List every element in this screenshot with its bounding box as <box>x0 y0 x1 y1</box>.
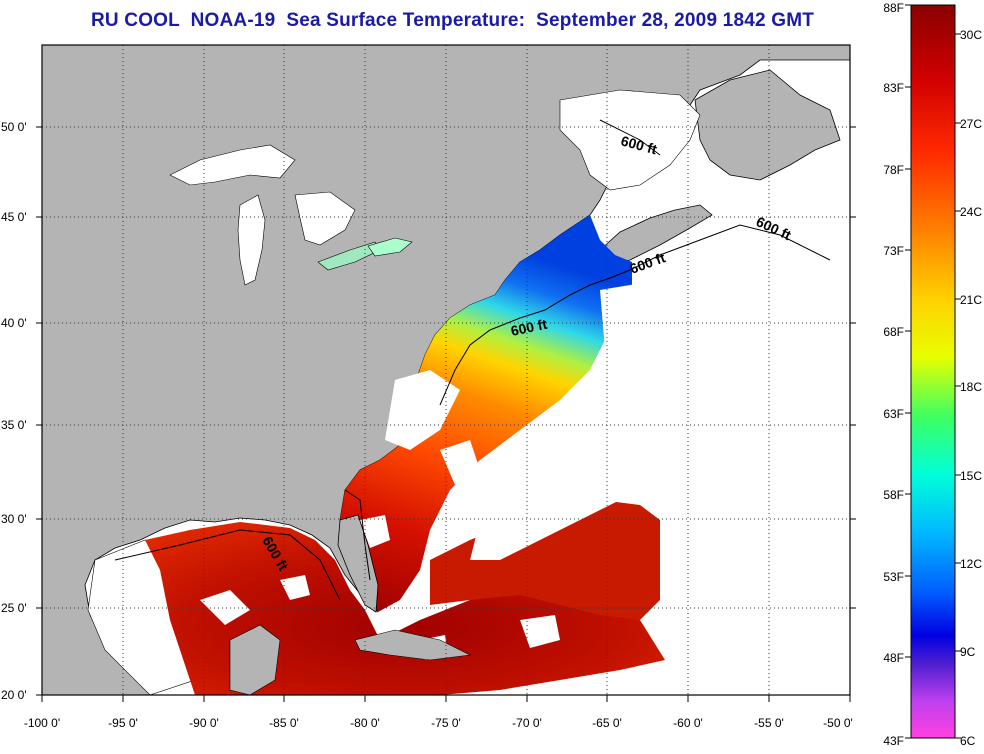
colorbar-c-label: 9C <box>960 645 976 659</box>
atlantic-sst <box>340 215 632 612</box>
colorbar-c-label: 21C <box>960 293 982 307</box>
colorbar <box>910 4 956 739</box>
colorbar-c-label: 6C <box>960 734 976 748</box>
y-tick-label: 50 0' <box>1 120 27 134</box>
colorbar-f-label: 63F <box>883 407 904 421</box>
x-tick-label: -65 0' <box>592 716 622 730</box>
gulf-st-lawrence <box>559 89 701 191</box>
colorbar-f-label: 68F <box>883 325 904 339</box>
contour-lines <box>114 119 831 601</box>
x-tick-label: -50 0' <box>823 716 853 730</box>
contour-label: 600 ft <box>509 316 548 339</box>
x-tick-label: -100 0' <box>24 716 60 730</box>
land-newfoundland <box>694 69 841 181</box>
y-tick-label: 30 0' <box>1 512 27 526</box>
colorbar-c-label: 30C <box>960 28 982 42</box>
y-tick-label: 35 0' <box>1 418 27 432</box>
colorbar-c-label: 27C <box>960 117 982 131</box>
y-tick-label: 45 0' <box>1 210 27 224</box>
x-tick-label: -55 0' <box>754 716 784 730</box>
graticule <box>42 45 850 695</box>
y-axis <box>36 126 856 696</box>
y-tick-label: 40 0' <box>1 316 27 330</box>
colorbar-f-label: 48F <box>883 651 904 665</box>
land-cuba <box>354 629 472 661</box>
x-tick-label: -75 0' <box>431 716 461 730</box>
x-tick-label: -80 0' <box>350 716 380 730</box>
colorbar-f-label: 53F <box>883 570 904 584</box>
x-tick-label: -60 0' <box>673 716 703 730</box>
lake-superior <box>169 144 296 186</box>
x-tick-label: -95 0' <box>108 716 138 730</box>
colorbar-f-label: 88F <box>883 1 904 15</box>
land-yucatan <box>229 624 281 695</box>
colorbar-c-label: 18C <box>960 380 982 394</box>
colorbar-f-label: 58F <box>883 488 904 502</box>
atlantic-sst-south <box>430 500 660 620</box>
x-tick-label: -90 0' <box>189 716 219 730</box>
land-florida <box>337 514 379 613</box>
y-tick-label: 20 0' <box>1 688 27 702</box>
x-axis <box>41 695 851 702</box>
x-tick-label: -85 0' <box>269 716 299 730</box>
colorbar-c-label: 12C <box>960 557 982 571</box>
colorbar-ticks <box>905 4 961 739</box>
colorbar-c-label: 15C <box>960 469 982 483</box>
map-title: RU COOL NOAA-19 Sea Surface Temperature:… <box>90 10 815 31</box>
colorbar-f-label: 73F <box>883 244 904 258</box>
lake-huron <box>294 191 356 246</box>
colorbar-c-label: 24C <box>960 205 982 219</box>
y-tick-label: 25 0' <box>1 601 27 615</box>
colorbar-f-label: 78F <box>883 163 904 177</box>
x-tick-label: -70 0' <box>512 716 542 730</box>
colorbar-f-label: 83F <box>883 81 904 95</box>
cloud-patches <box>200 280 720 660</box>
lake-ontario <box>367 237 413 257</box>
colorbar-f-label: 43F <box>883 734 904 748</box>
